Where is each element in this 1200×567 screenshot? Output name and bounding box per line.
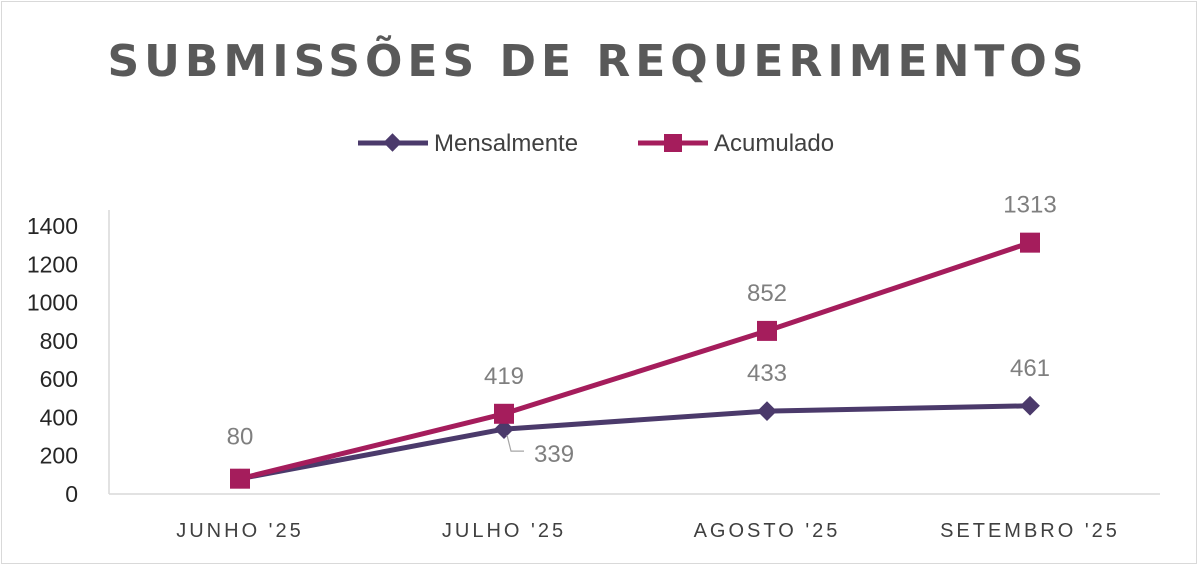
y-tick-label: 0 [65, 481, 78, 507]
legend-item-mensalmente: Mensalmente [358, 130, 578, 157]
data-label: 80 [227, 424, 254, 451]
series-markers [230, 232, 1040, 489]
data-point-acumulado [230, 468, 250, 489]
data-point-mensalmente [757, 401, 777, 422]
x-tick-label: SETEMBRO '25 [940, 520, 1120, 542]
x-tick-label: JUNHO '25 [176, 520, 304, 542]
data-label: 461 [1010, 355, 1050, 382]
data-label: 852 [747, 280, 787, 307]
data-label: 1313 [1003, 192, 1056, 219]
data-point-mensalmente [494, 419, 514, 440]
x-tick-labels: JUNHO '25 JULHO '25 AGOSTO '25 SETEMBRO '25 [176, 520, 1120, 542]
series-lines [237, 240, 1033, 482]
data-labels: 80 419 852 1313 339 433 461 [227, 192, 1057, 468]
data-point-acumulado [1020, 232, 1040, 253]
data-label: 433 [747, 360, 787, 387]
leader-line [506, 434, 524, 452]
legend: Mensalmente Acumulado [358, 130, 834, 157]
series-line-acumulado [237, 240, 1033, 482]
y-tick-label: 1400 [27, 213, 78, 239]
y-tick-label: 800 [40, 328, 78, 354]
data-label: 419 [484, 363, 524, 390]
y-tick-label: 200 [40, 443, 78, 469]
x-tick-label: AGOSTO '25 [694, 520, 841, 542]
data-label: 339 [534, 441, 574, 468]
series-line-mensalmente [237, 403, 1033, 482]
legend-item-acumulado: Acumulado [638, 130, 834, 157]
chart-title: SUBMISSÕES DE REQUERIMENTOS [107, 34, 1088, 87]
y-tick-label: 1000 [27, 290, 78, 316]
y-tick-labels: 0 200 400 600 800 1000 1200 1400 [27, 213, 78, 507]
y-tick-label: 1200 [27, 251, 78, 277]
legend-label-mensalmente: Mensalmente [434, 130, 578, 157]
data-point-acumulado [494, 403, 514, 424]
legend-square-icon [664, 134, 682, 152]
legend-label-acumulado: Acumulado [714, 130, 834, 157]
data-point-acumulado [757, 320, 777, 341]
y-tick-label: 400 [40, 404, 78, 430]
x-tick-label: JULHO '25 [442, 520, 566, 542]
y-tick-label: 600 [40, 366, 78, 392]
legend-diamond-icon [383, 133, 402, 152]
data-point-mensalmente [1020, 395, 1040, 416]
